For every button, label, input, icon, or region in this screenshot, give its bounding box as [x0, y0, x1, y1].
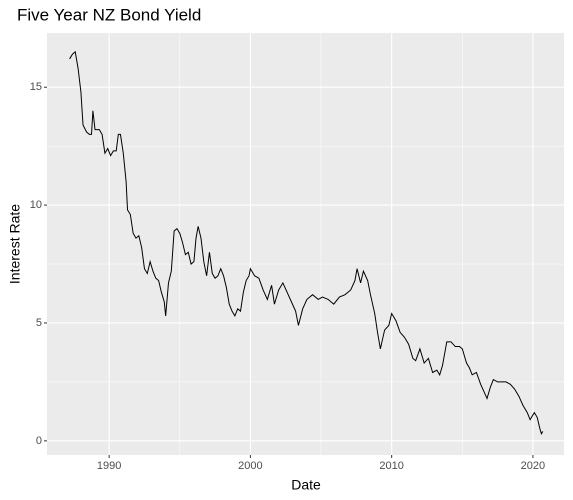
y-tick-label: 5	[36, 317, 42, 329]
y-tick-label: 10	[30, 199, 42, 211]
x-axis-label: Date	[291, 477, 321, 493]
x-tick-label: 2010	[379, 460, 403, 472]
y-axis-label: Interest Rate	[7, 204, 23, 284]
x-tick-label: 1990	[97, 460, 121, 472]
x-tick-label: 2000	[238, 460, 262, 472]
chart-title: Five Year NZ Bond Yield	[17, 5, 201, 24]
line	[69, 50, 544, 436]
panel	[47, 33, 564, 455]
x-tick-label: 2020	[521, 460, 545, 472]
y-tick-label: 15	[30, 81, 42, 93]
y-tick-label: 0	[36, 435, 42, 447]
